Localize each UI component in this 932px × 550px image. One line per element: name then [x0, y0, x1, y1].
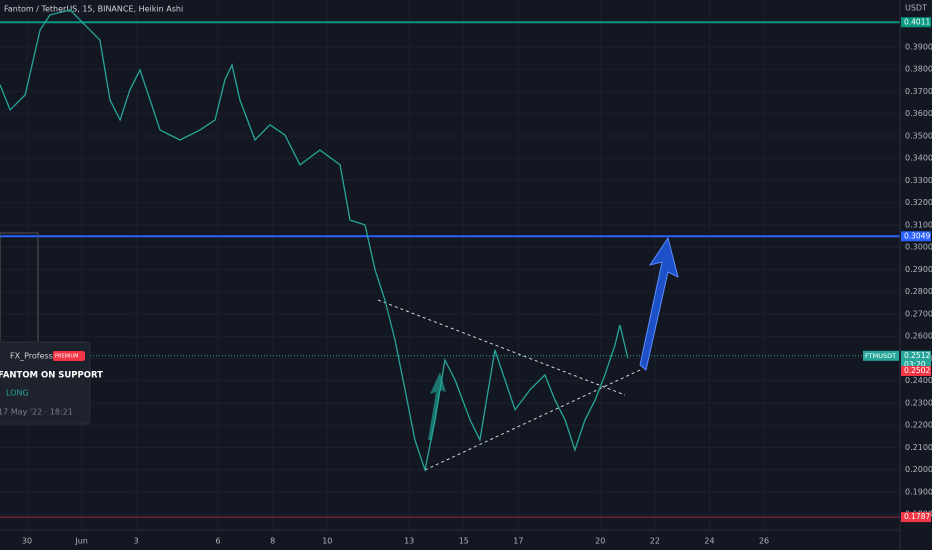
- y-tick-label: 0.3400: [905, 154, 932, 163]
- card: [0, 341, 91, 425]
- symbol-tag: FTMUSDT: [865, 352, 896, 360]
- axis-unit: USDT: [905, 4, 927, 13]
- idea-card: FX_Professor PREMIUM FANTOM ON SUPPORT L…: [0, 341, 103, 425]
- x-tick-label: Jun: [74, 537, 88, 546]
- y-tick-label: 0.3800: [905, 65, 932, 74]
- y-tick-label: 0.2800: [905, 287, 932, 296]
- y-tick-label: 0.2100: [905, 443, 932, 452]
- last-price: 0.2512: [904, 351, 930, 360]
- card-date: 17 May '22 · 18:21: [0, 408, 73, 417]
- y-tick-label: 0.3000: [905, 243, 932, 252]
- x-tick-label: 22: [650, 537, 660, 546]
- y-tick-label: 0.3600: [905, 109, 932, 118]
- x-tick-label: 6: [216, 537, 221, 546]
- card-author: FX_Professor: [10, 352, 62, 361]
- x-tick-label: 10: [322, 537, 332, 546]
- x-tick-label: 3: [134, 537, 139, 546]
- trendline: [377, 299, 626, 396]
- price-line-label-bg: [901, 17, 931, 28]
- x-tick-label: 15: [459, 537, 469, 546]
- x-tick-label: 17: [513, 537, 523, 546]
- card-title: FANTOM ON SUPPORT: [0, 371, 103, 381]
- arrow-up: [639, 236, 679, 371]
- y-tick-label: 0.2600: [905, 332, 932, 341]
- grid: [0, 0, 900, 530]
- x-tick-label: 13: [404, 537, 414, 546]
- y-tick-label: 0.2900: [905, 265, 932, 274]
- labels: 0.18000.19000.20000.21000.22000.23000.24…: [22, 17, 932, 546]
- y-tick-label: 0.3700: [905, 87, 932, 96]
- symbol-tag-bg: [863, 350, 899, 361]
- x-tick-label: 20: [595, 537, 605, 546]
- card-badge: PREMIUM: [55, 354, 78, 360]
- y-tick-label: 0.2200: [905, 421, 932, 430]
- price-line-series: [0, 9, 629, 473]
- badge: [53, 351, 85, 361]
- x-tick-label: 24: [704, 537, 714, 546]
- marks: [0, 9, 629, 473]
- low-label: 0.2502: [904, 366, 930, 375]
- countdown: 03:20: [904, 360, 926, 369]
- y-tick-label: 0.3300: [905, 176, 932, 185]
- x-tick-label: 8: [270, 537, 275, 546]
- chart-title: Fantom / TetherUS, 15, BINANCE, Heikin A…: [4, 5, 183, 14]
- y-tick-label: 0.3100: [905, 220, 932, 229]
- x-tick-label: 26: [759, 537, 769, 546]
- card-direction: LONG: [6, 389, 29, 398]
- overlays: [0, 21, 900, 518]
- price-line-label-bg: [901, 231, 931, 242]
- bottom-label: 0.1787: [904, 512, 930, 521]
- y-tick-label: 0.3200: [905, 198, 932, 207]
- y-tick-label: 0.3900: [905, 42, 932, 51]
- y-tick-label: 0.2000: [905, 465, 932, 474]
- y-tick-label: 0.3500: [905, 131, 932, 140]
- x-tick-label: 30: [22, 537, 32, 546]
- price-line-label: 0.3049: [904, 231, 930, 240]
- y-tick-label: 0.1900: [905, 487, 932, 496]
- low-label-bg: [901, 366, 931, 377]
- y-tick-label: 0.2300: [905, 398, 932, 407]
- bottom-label-bg: [901, 512, 931, 523]
- y-tick-label: 0.2700: [905, 309, 932, 318]
- last-price-bg: [901, 350, 931, 370]
- price-line-label: 0.4011: [904, 17, 930, 26]
- y-tick-label: 0.2400: [905, 376, 932, 385]
